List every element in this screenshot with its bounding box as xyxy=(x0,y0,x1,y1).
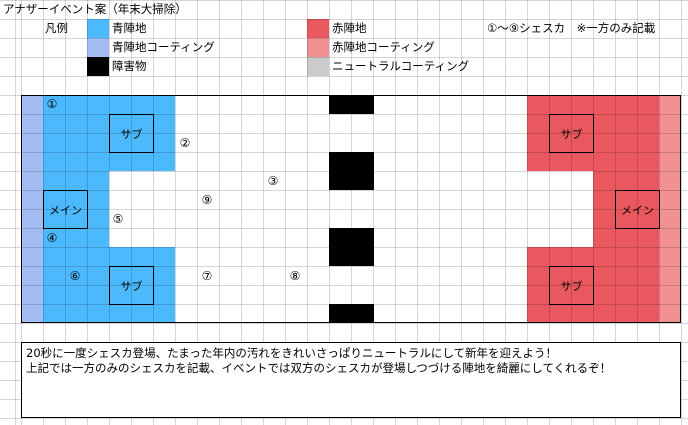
spawn-point-2: ② xyxy=(179,136,191,150)
red-territory-middle xyxy=(593,171,659,247)
legend-label-blue-territory: 青陣地 xyxy=(112,21,147,35)
obstacle xyxy=(329,228,374,266)
red-coating-area xyxy=(659,95,681,323)
obstacle xyxy=(329,95,374,114)
spawn-point-1: ① xyxy=(46,97,58,111)
blue-main-base: メイン xyxy=(43,190,88,229)
legend-label-blue-coating: 青陣地コーティング xyxy=(112,40,215,54)
legend-heading: 凡例 xyxy=(45,21,68,35)
legend-swatch-red-coating xyxy=(307,38,329,57)
description-box: 20秒に一度シェスカ登場、たまった年内の汚れをきれいさっぱりニュートラルにして新… xyxy=(21,342,681,418)
legend-label-red-coating: 赤陣地コーティング xyxy=(332,40,435,54)
spawn-point-9: ⑨ xyxy=(201,193,213,207)
legend-swatch-blue-territory xyxy=(87,19,109,38)
legend-label-red-territory: 赤陣地 xyxy=(332,21,367,35)
obstacle xyxy=(329,152,374,190)
legend-swatch-obstacle xyxy=(87,57,109,76)
spawn-point-7: ⑦ xyxy=(201,269,213,283)
spawn-point-5: ⑤ xyxy=(112,212,124,226)
spawn-point-3: ③ xyxy=(267,174,279,188)
spawn-point-8: ⑧ xyxy=(289,269,301,283)
red-main-base: メイン xyxy=(615,190,660,229)
legend-label-obstacle: 障害物 xyxy=(112,59,147,73)
obstacle xyxy=(329,304,374,323)
blue-sub-base-top: サブ xyxy=(109,114,154,153)
blue-territory-middle xyxy=(43,171,109,247)
legend-swatch-blue-coating xyxy=(87,38,109,57)
blue-coating-area xyxy=(21,95,43,323)
spawn-point-4: ④ xyxy=(46,231,58,245)
red-sub-base-bottom: サブ xyxy=(549,266,594,305)
sheet-title: アナザーイベント案（年末大掃除） xyxy=(3,2,187,16)
red-sub-base-top: サブ xyxy=(549,114,594,153)
spawn-point-6: ⑥ xyxy=(69,269,81,283)
description-line-2: 上記では一方のみのシェスカを記載、イベントでは双方のシェスカが登場しつづける陣地… xyxy=(26,361,612,375)
blue-sub-base-bottom: サブ xyxy=(109,266,154,305)
legend-label-neutral-coating: ニュートラルコーティング xyxy=(332,59,470,73)
legend-note: ①〜⑨シェスカ ※一方のみ記載 xyxy=(487,21,656,35)
legend-swatch-neutral-coating xyxy=(307,57,329,76)
description-line-1: 20秒に一度シェスカ登場、たまった年内の汚れをきれいさっぱりニュートラルにして新… xyxy=(26,346,557,360)
legend-swatch-red-territory xyxy=(307,19,329,38)
